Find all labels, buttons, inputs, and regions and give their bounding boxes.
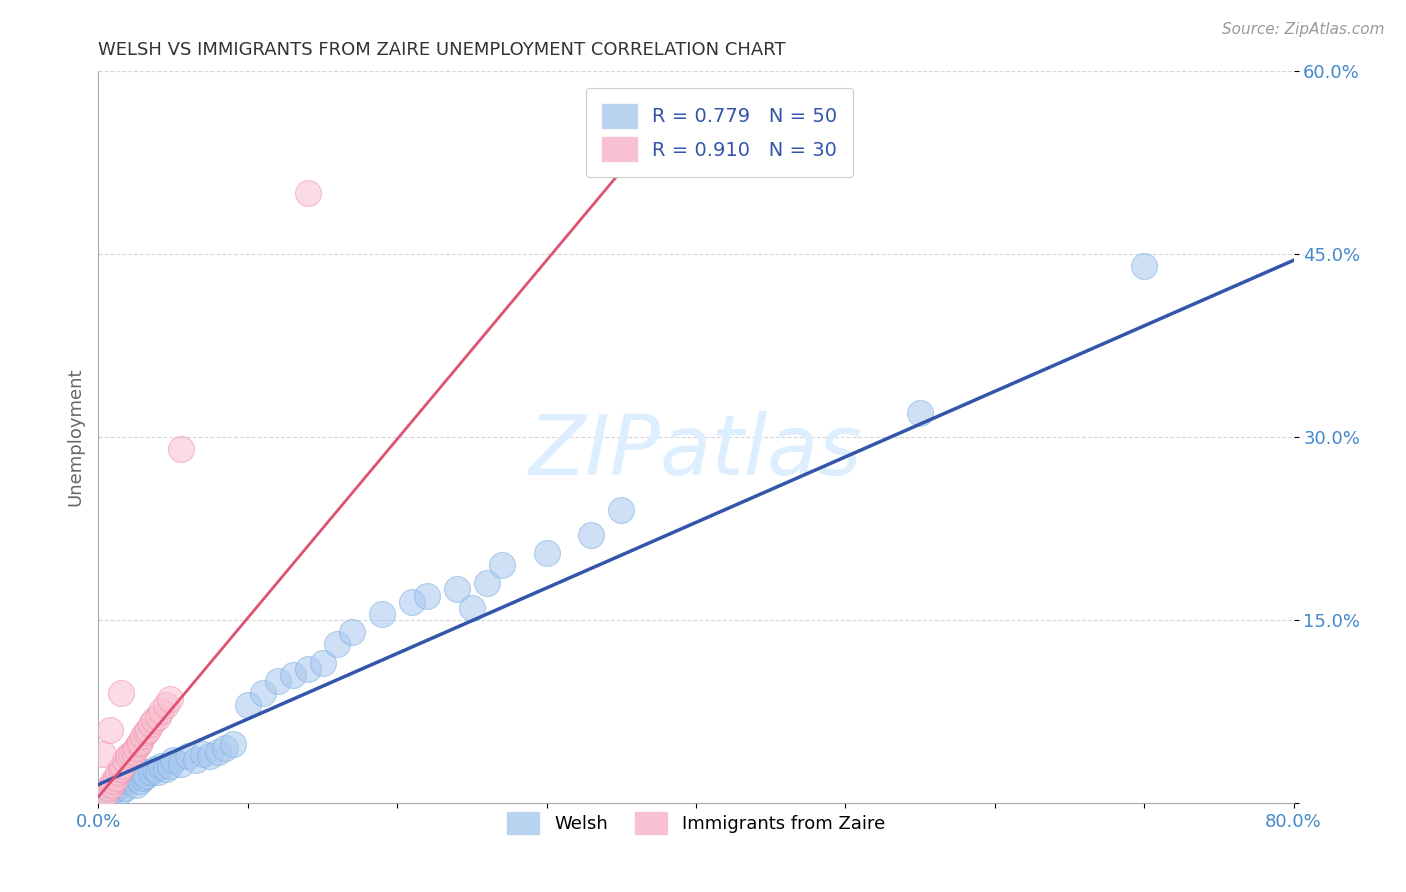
Point [155,762,177,776]
Point [159,759,181,773]
Point [124,745,146,759]
Point [191,747,214,761]
Point [297,662,319,676]
Point [117,773,139,788]
Point [91,789,114,804]
Point [125,740,148,755]
Point [139,765,162,780]
Point [148,765,170,780]
Point [200,749,222,764]
Point [94,786,117,800]
Point [143,762,166,776]
Point [98,786,122,800]
Point [105,781,128,796]
Point [110,783,132,797]
Point [110,778,132,792]
Point [155,698,177,713]
Point [581,527,603,541]
Y-axis label: Unemployment: Unemployment [66,368,84,507]
Point [222,737,245,751]
Point [150,705,173,719]
Text: WELSH VS IMMIGRANTS FROM ZAIRE UNEMPLOYMENT CORRELATION CHART: WELSH VS IMMIGRANTS FROM ZAIRE UNEMPLOYM… [98,41,786,59]
Point [120,747,142,761]
Point [908,406,931,420]
Point [536,546,558,560]
Point [103,773,125,788]
Point [135,725,157,739]
Point [125,778,148,792]
Point [110,762,132,776]
Point [136,723,159,737]
Point [214,740,236,755]
Point [114,753,136,767]
Point [101,778,124,792]
Point [446,582,468,597]
Point [207,745,229,759]
Point [184,753,207,767]
Point [97,781,120,796]
Point [125,769,148,783]
Point [120,772,142,786]
Point [105,772,128,786]
Point [177,749,200,764]
Point [1133,260,1156,274]
Point [129,735,152,749]
Point [114,781,136,796]
Point [162,753,184,767]
Point [342,625,364,640]
Point [169,442,191,457]
Point [148,710,170,724]
Point [132,729,155,743]
Point [94,789,117,804]
Text: Source: ZipAtlas.com: Source: ZipAtlas.com [1222,22,1385,37]
Point [110,686,132,700]
Point [252,686,274,700]
Point [416,589,439,603]
Point [132,772,155,786]
Point [91,747,114,761]
Point [111,759,134,773]
Point [267,673,290,688]
Point [98,723,122,737]
Point [297,186,319,201]
Point [132,765,155,780]
Point [135,769,157,783]
Point [475,576,498,591]
Point [311,656,333,670]
Point [401,594,423,608]
Point [491,558,513,573]
Text: ZIPatlas: ZIPatlas [529,411,863,492]
Point [103,783,125,797]
Point [150,759,173,773]
Point [159,692,181,706]
Point [326,637,349,651]
Point [461,600,484,615]
Point [371,607,394,621]
Point [169,756,191,771]
Point [236,698,259,713]
Point [117,749,139,764]
Legend: Welsh, Immigrants from Zaire: Welsh, Immigrants from Zaire [499,805,893,841]
Point [139,716,162,731]
Point [107,765,129,780]
Point [610,503,633,517]
Point [281,667,304,681]
Point [142,713,165,727]
Point [128,737,150,751]
Point [129,773,152,788]
